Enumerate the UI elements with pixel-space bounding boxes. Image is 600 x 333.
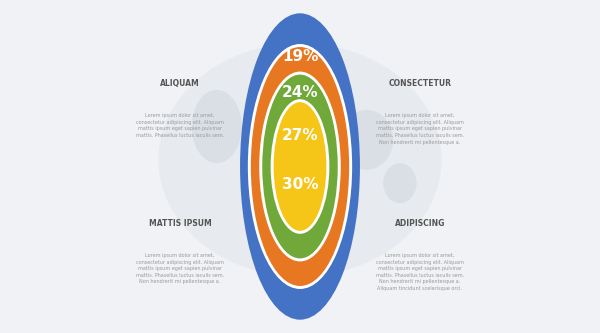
Ellipse shape [259,72,341,261]
Text: 30%: 30% [282,177,318,192]
Ellipse shape [192,90,242,163]
Ellipse shape [383,163,416,203]
Ellipse shape [262,75,338,258]
Text: 19%: 19% [282,49,318,64]
Text: 27%: 27% [281,128,319,144]
Text: ALIQUAM: ALIQUAM [160,79,200,88]
Text: Lorem ipsum dolor sit amet,
consectetur adipiscing elit. Aliquam
mattis ipsum eg: Lorem ipsum dolor sit amet, consectetur … [376,113,464,145]
Text: Lorem ipsum dolor sit amet,
consectetur adipiscing elit. Aliquam
mattis ipsum eg: Lorem ipsum dolor sit amet, consectetur … [136,253,224,284]
Text: Lorem ipsum dolor sit amet,
consectetur adipiscing elit. Aliquam
mattis ipsum eg: Lorem ipsum dolor sit amet, consectetur … [376,253,464,291]
Ellipse shape [340,110,393,170]
Text: ADIPISCING: ADIPISCING [395,218,445,228]
Ellipse shape [158,43,442,276]
Ellipse shape [271,99,329,234]
Ellipse shape [251,47,349,286]
Ellipse shape [248,44,352,289]
Text: MATTIS IPSUM: MATTIS IPSUM [149,218,211,228]
Text: Lorem ipsum dolor sit amet,
consectetur adipiscing elit. Aliquam
mattis ipsum eg: Lorem ipsum dolor sit amet, consectetur … [136,113,224,138]
Ellipse shape [274,102,326,231]
Ellipse shape [270,93,330,160]
Text: 24%: 24% [281,86,319,101]
Text: CONSECTETUR: CONSECTETUR [388,79,451,88]
Ellipse shape [240,13,360,320]
